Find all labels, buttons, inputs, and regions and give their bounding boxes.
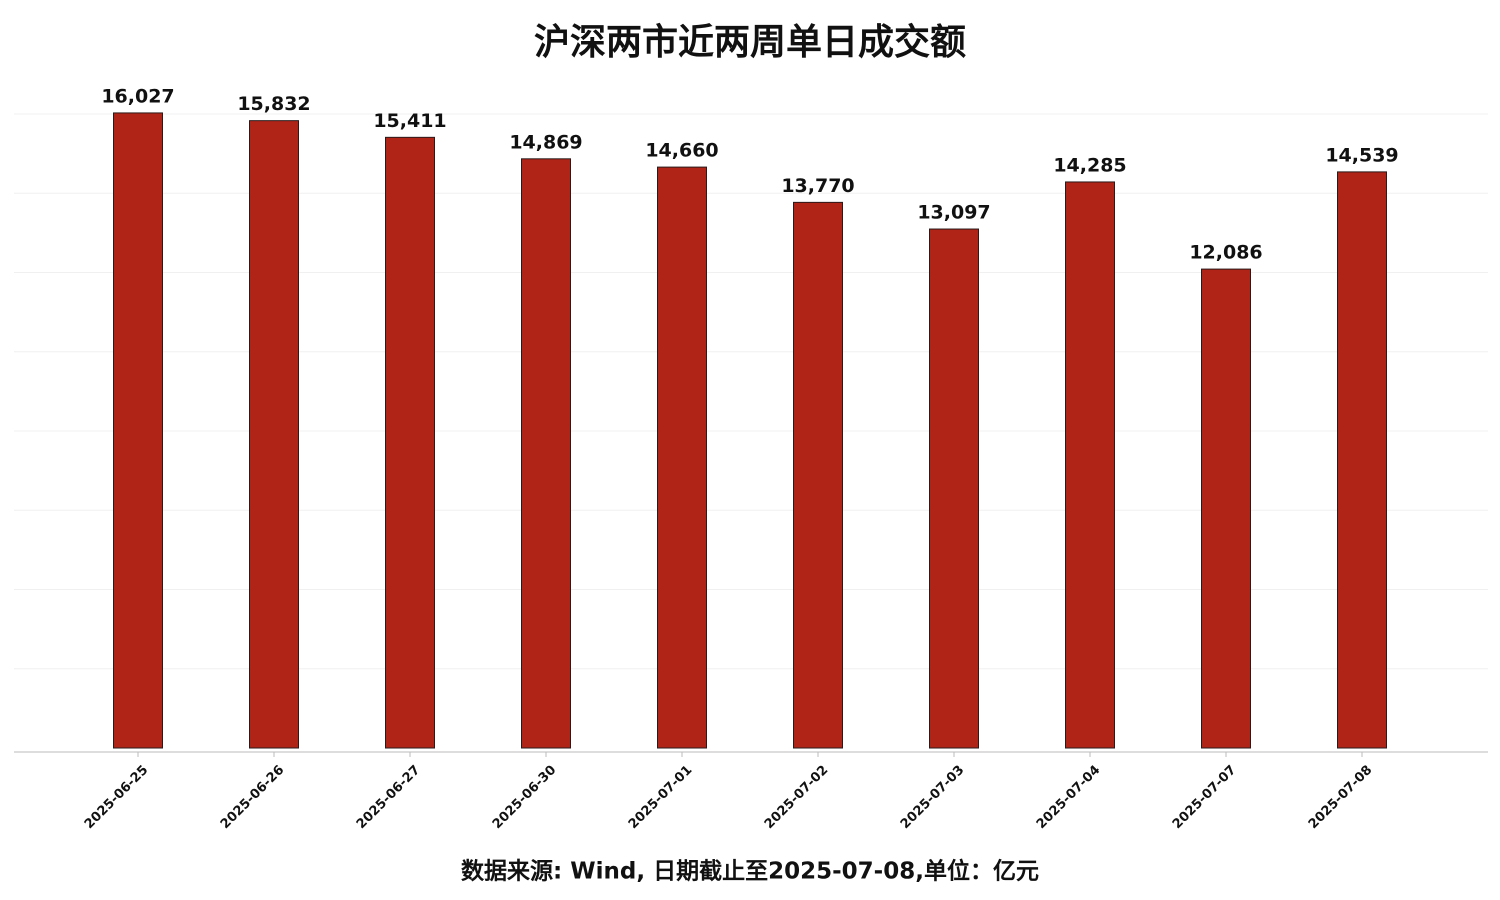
x-tick-label: 2025-06-30 [490,763,559,832]
bar [521,158,571,749]
data-label: 14,869 [509,131,582,153]
x-tick-label: 2025-07-08 [1306,763,1375,832]
bar [113,112,163,749]
bar [249,120,299,749]
x-tick-label: 2025-07-04 [1034,763,1103,832]
x-tick-label: 2025-07-07 [1170,763,1239,832]
x-tick-label: 2025-07-03 [898,763,967,832]
bar [929,228,979,749]
bar [385,136,435,749]
x-tick-label: 2025-06-27 [354,763,423,832]
bar [1201,268,1251,749]
data-label: 15,832 [237,93,310,115]
data-label: 12,086 [1189,242,1262,264]
x-tick-label: 2025-07-02 [762,763,831,832]
data-label: 14,539 [1325,144,1398,166]
x-tick-label: 2025-06-25 [82,763,151,832]
x-tick-label: 2025-06-26 [218,763,287,832]
data-label: 13,097 [917,202,990,224]
data-label: 14,660 [645,140,718,162]
bar [1337,171,1387,749]
bar [657,166,707,749]
bar [1065,181,1115,749]
data-label: 14,285 [1053,154,1126,176]
chart-title: 沪深两市近两周单日成交额 [534,21,966,63]
data-label: 15,411 [373,110,446,132]
data-label: 13,770 [781,175,854,197]
bar [793,201,843,749]
data-label: 16,027 [101,85,174,107]
footnote: 数据来源: Wind, 日期截止至2025-07-08,单位：亿元 [461,858,1039,885]
x-tick-label: 2025-07-01 [626,763,695,832]
